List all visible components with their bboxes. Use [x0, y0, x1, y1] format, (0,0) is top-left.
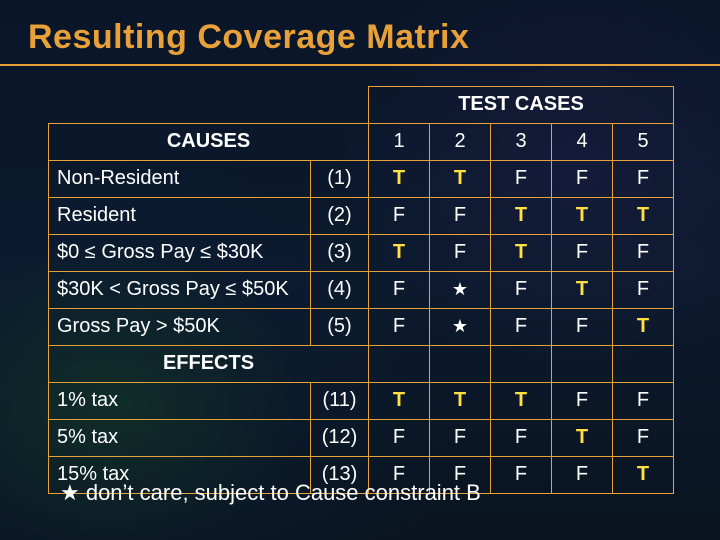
cause-cell: T [430, 161, 491, 198]
header-col-5: 5 [613, 124, 674, 161]
header-test-cases: TEST CASES [369, 87, 674, 124]
cause-id: (5) [311, 309, 369, 346]
cause-cell: T [552, 272, 613, 309]
effects-spacer [369, 346, 430, 383]
cause-cell: T [369, 235, 430, 272]
cause-cell: F [430, 198, 491, 235]
cause-cell: F [613, 235, 674, 272]
cause-label: $30K < Gross Pay ≤ $50K [49, 272, 311, 309]
effect-label: 5% tax [49, 420, 311, 457]
effect-cell: T [430, 383, 491, 420]
header-causes: CAUSES [49, 124, 369, 161]
cause-cell: F [491, 309, 552, 346]
cause-cell: T [491, 198, 552, 235]
effect-cell: F [491, 420, 552, 457]
effect-cell: T [552, 420, 613, 457]
effect-id: (11) [311, 383, 369, 420]
cause-cell: F [491, 161, 552, 198]
header-effects: EFFECTS [49, 346, 369, 383]
effect-cell: F [552, 383, 613, 420]
cause-cell: T [491, 235, 552, 272]
cause-cell: F [430, 235, 491, 272]
cause-cell: F [552, 235, 613, 272]
cause-cell: T [613, 198, 674, 235]
cause-cell: T [552, 198, 613, 235]
cause-label: Resident [49, 198, 311, 235]
cause-cell: T [613, 309, 674, 346]
slide: Resulting Coverage Matrix TEST CASESCAUS… [0, 0, 720, 540]
cause-id: (1) [311, 161, 369, 198]
cause-label: $0 ≤ Gross Pay ≤ $30K [49, 235, 311, 272]
effect-id: (12) [311, 420, 369, 457]
cause-cell: T [369, 161, 430, 198]
cause-cell: F [613, 272, 674, 309]
effect-label: 1% tax [49, 383, 311, 420]
cause-label: Non-Resident [49, 161, 311, 198]
header-col-1: 1 [369, 124, 430, 161]
coverage-matrix-table: TEST CASESCAUSES12345Non-Resident(1)TTFF… [48, 86, 672, 494]
effect-cell: F [552, 457, 613, 494]
effect-cell: T [491, 383, 552, 420]
cause-cell: F [552, 161, 613, 198]
effect-cell: F [491, 457, 552, 494]
cause-label: Gross Pay > $50K [49, 309, 311, 346]
blank-corner [49, 87, 369, 124]
effects-spacer [430, 346, 491, 383]
effect-cell: F [369, 420, 430, 457]
cause-id: (2) [311, 198, 369, 235]
title-underline [0, 64, 720, 66]
effect-cell: T [613, 457, 674, 494]
cause-cell: F [552, 309, 613, 346]
cause-id: (3) [311, 235, 369, 272]
cause-cell: ★ [430, 272, 491, 309]
cause-cell: F [613, 161, 674, 198]
effect-cell: T [369, 383, 430, 420]
effect-cell: F [430, 420, 491, 457]
header-col-4: 4 [552, 124, 613, 161]
effect-cell: F [613, 383, 674, 420]
effects-spacer [491, 346, 552, 383]
cause-cell: F [491, 272, 552, 309]
cause-cell: F [369, 309, 430, 346]
cause-cell: F [369, 272, 430, 309]
footnote: ★ don’t care, subject to Cause constrain… [60, 480, 481, 506]
effect-cell: F [613, 420, 674, 457]
slide-title: Resulting Coverage Matrix [28, 18, 469, 57]
cause-cell: F [369, 198, 430, 235]
header-col-2: 2 [430, 124, 491, 161]
effects-spacer [613, 346, 674, 383]
cause-cell: ★ [430, 309, 491, 346]
cause-id: (4) [311, 272, 369, 309]
effects-spacer [552, 346, 613, 383]
header-col-3: 3 [491, 124, 552, 161]
